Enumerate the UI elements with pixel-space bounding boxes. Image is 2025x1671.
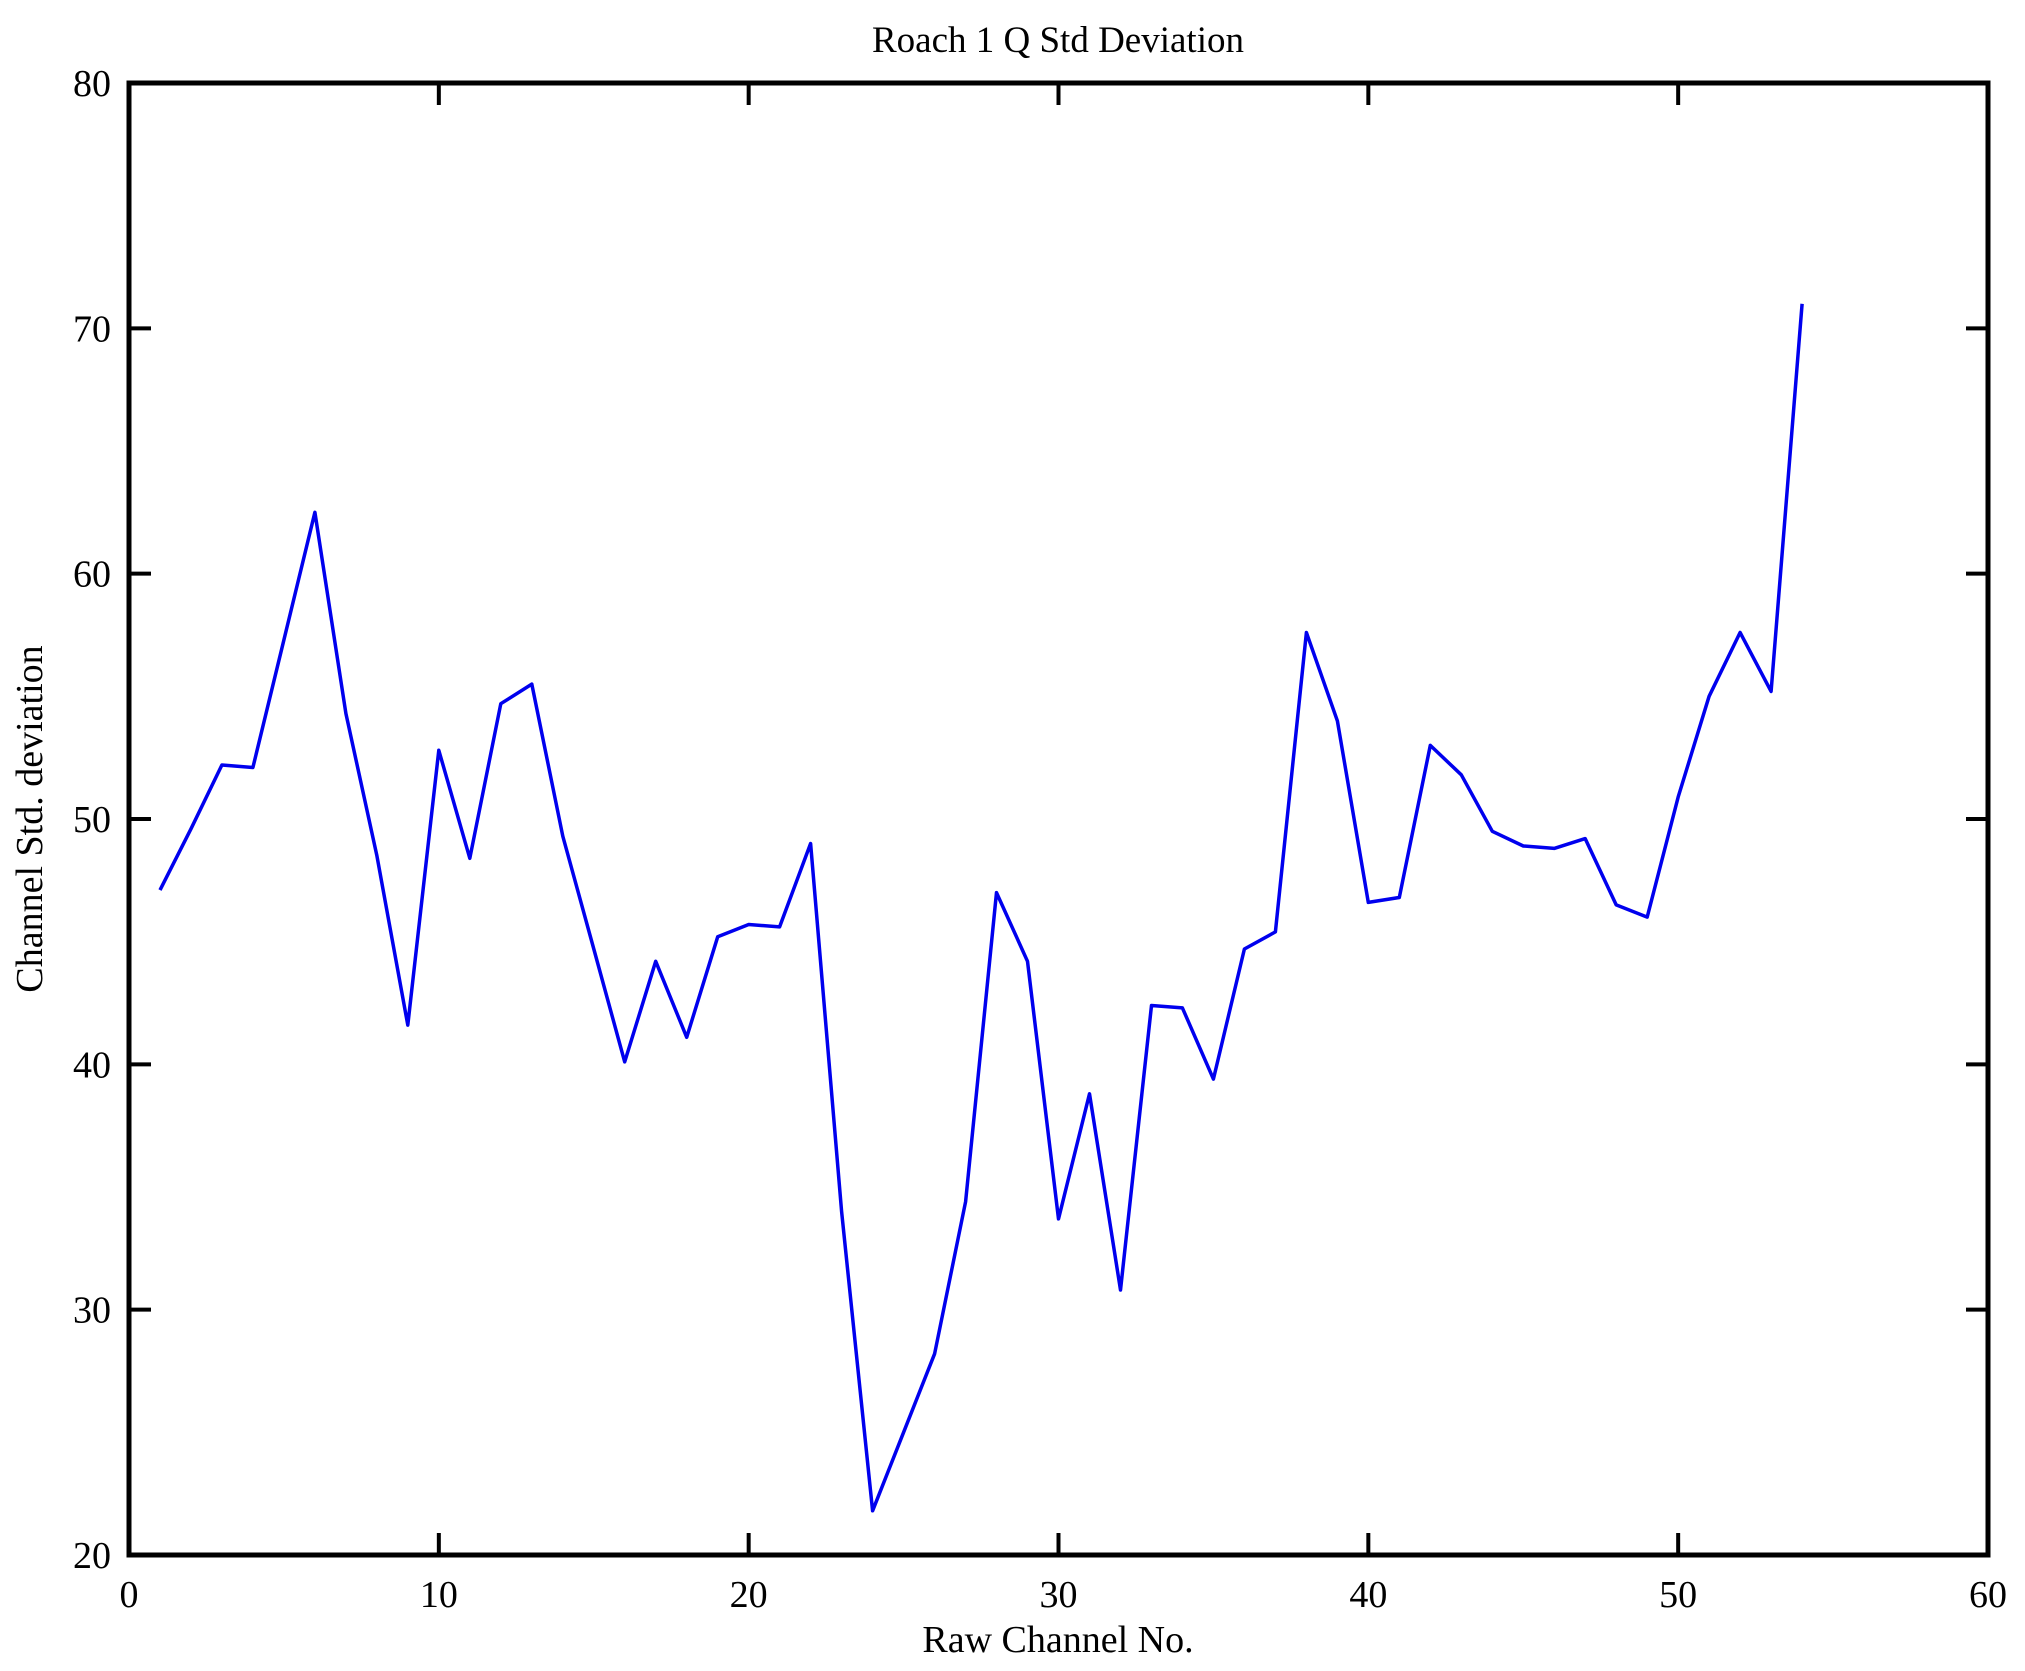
y-tick-label: 80	[73, 63, 111, 105]
ticks	[127, 81, 1990, 1557]
y-tick-label: 30	[73, 1290, 111, 1332]
y-tick-label: 40	[73, 1044, 111, 1086]
x-tick-label: 10	[420, 1574, 458, 1616]
x-tick-label: 50	[1659, 1574, 1697, 1616]
tick-labels: 0 10 20 30 40 50 60 20 30 40 50 60 70 80	[73, 63, 2007, 1616]
y-axis-label: Channel Std. deviation	[9, 645, 51, 992]
chart-title: Roach 1 Q Std Deviation	[872, 20, 1244, 61]
data-series	[158, 303, 1804, 1513]
y-tick-label: 20	[73, 1535, 111, 1577]
y-tick-label: 70	[73, 308, 111, 350]
x-tick-label: 30	[1040, 1574, 1078, 1616]
x-tick-label: 60	[1969, 1574, 2007, 1616]
x-tick-label: 0	[120, 1574, 139, 1616]
y-tick-label: 50	[73, 799, 111, 841]
plot-area-frame	[126, 80, 1991, 1558]
y-tick-label: 60	[73, 554, 111, 596]
x-tick-label: 40	[1349, 1574, 1387, 1616]
x-axis-label: Raw Channel No.	[922, 1619, 1193, 1661]
x-tick-label: 20	[730, 1574, 768, 1616]
series-line	[158, 303, 1804, 1513]
